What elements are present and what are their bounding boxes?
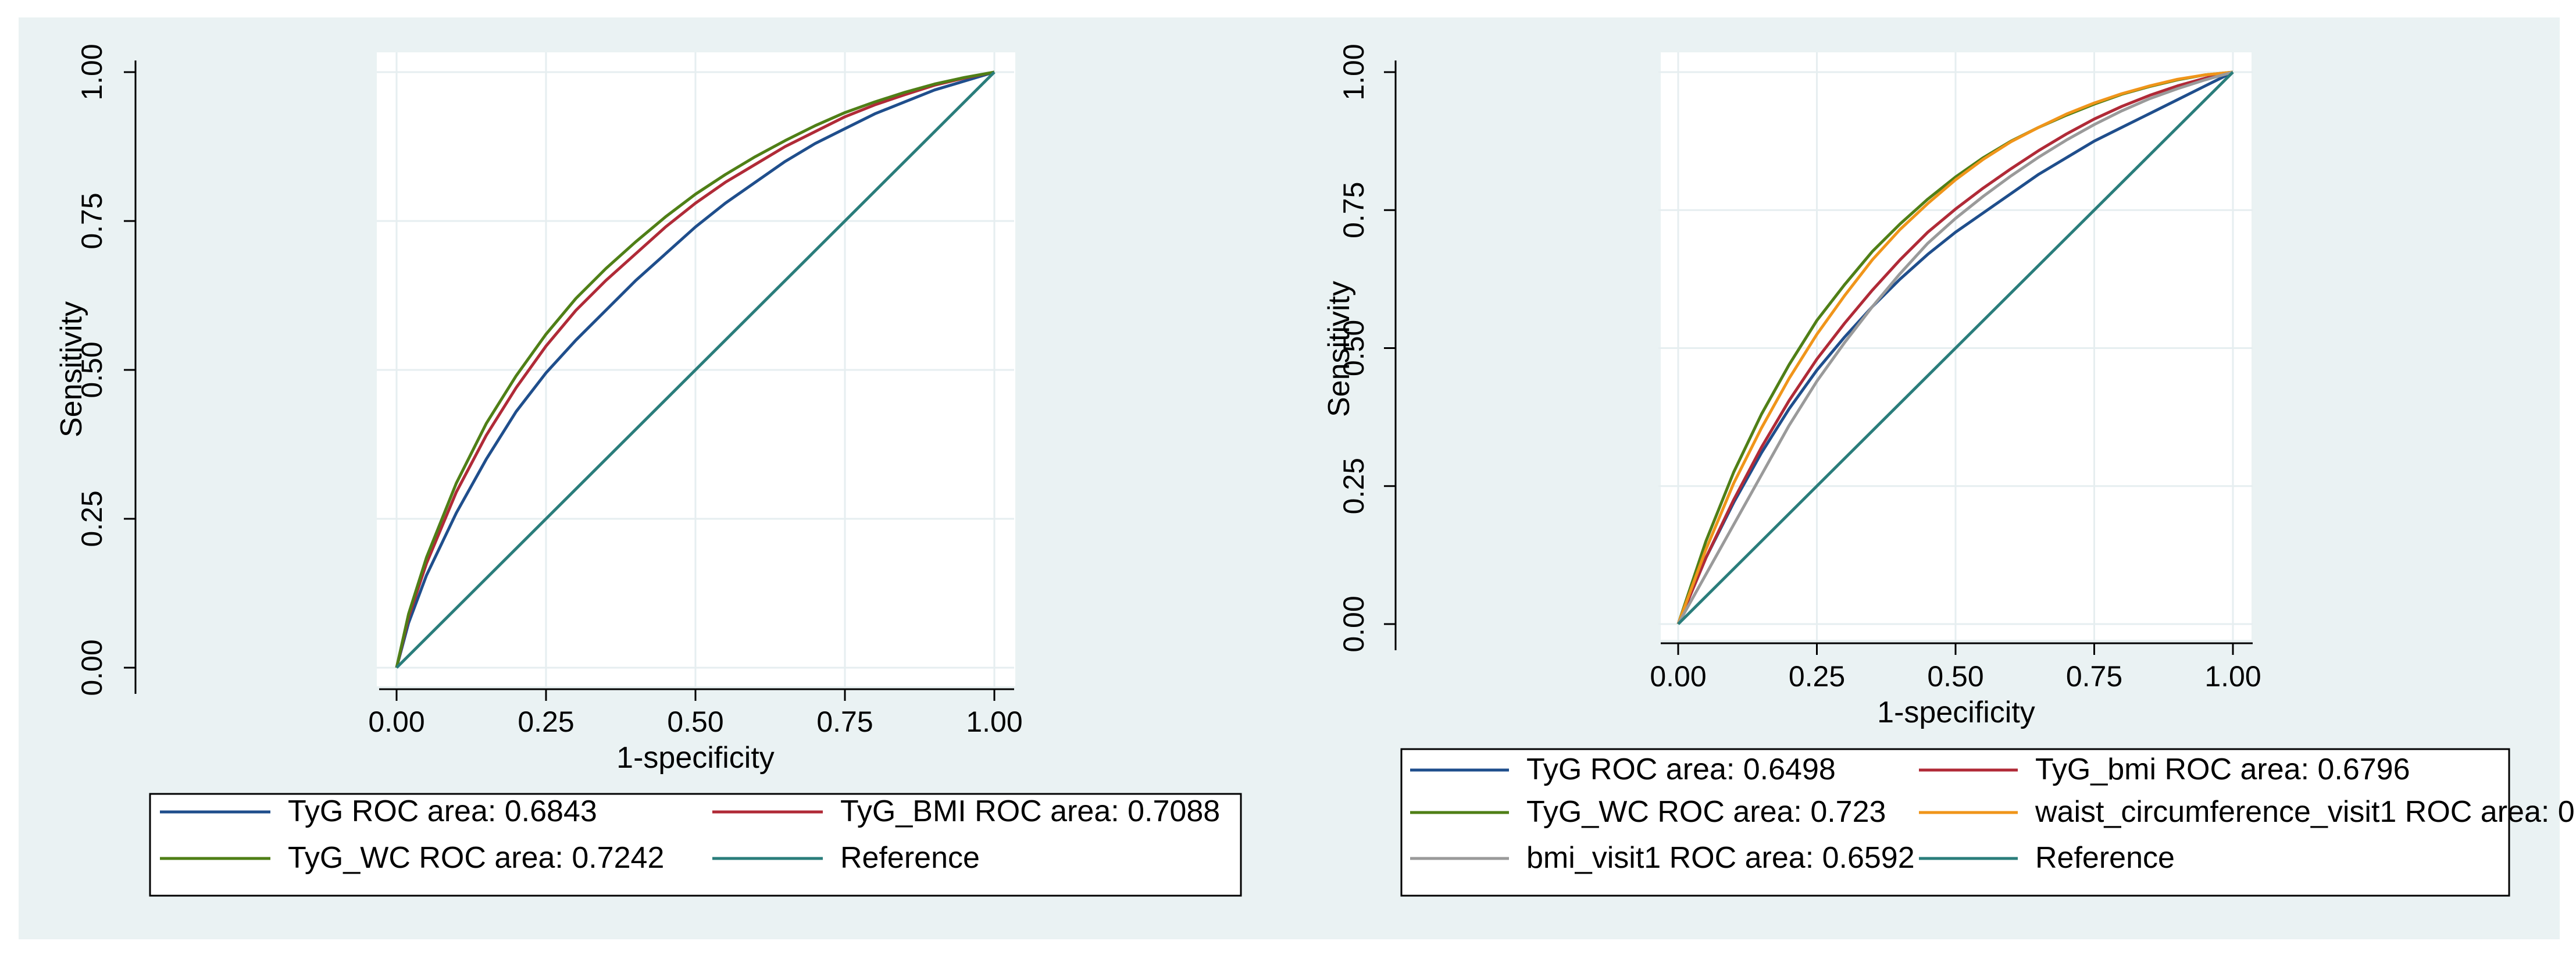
legend-entry: TyG ROC area: 0.6498 <box>1526 753 1836 786</box>
series-line-tyg-wc <box>395 70 995 668</box>
legend-entry: Reference <box>2035 841 2175 875</box>
y-axis-title: Sensitivity <box>55 301 88 437</box>
x-axis: 0.00 0.25 0.50 0.75 1.00 <box>368 688 1023 738</box>
x-tick-label: 0.25 <box>1789 660 1845 693</box>
y-tick-label: 0.00 <box>76 639 108 696</box>
y-tick-label: 0.50 <box>1337 320 1370 376</box>
series-line-bmi-visit1 <box>1676 70 2234 625</box>
legend: TyG ROC area: 0.6498 TyG_bmi ROC area: 0.… <box>1400 748 2575 897</box>
y-tick-label: 0.50 <box>76 341 108 398</box>
y-axis: 0.00 0.25 0.50 0.75 1.00 <box>1337 44 1397 653</box>
series-lines <box>395 70 996 669</box>
legend-box <box>149 793 1242 897</box>
x-tick-label: 0.50 <box>1927 660 1983 693</box>
chart-right: 0.00 0.25 0.50 0.75 1.00 0.00 0.25 0.50 0.75 1.0… <box>1322 44 2575 897</box>
grid-lines <box>1658 52 2253 644</box>
legend-entry: TyG_WC ROC area: 0.723 <box>1526 795 1886 829</box>
legend-entry: TyG_BMI ROC area: 0.7088 <box>840 794 1220 828</box>
x-tick-label: 0.00 <box>1650 660 1706 693</box>
x-tick-label: 0.50 <box>667 705 723 738</box>
series-line-tyg <box>1676 70 2234 625</box>
grid-lines <box>377 52 1014 687</box>
legend-entry: bmi_visit1 ROC area: 0.6592 <box>1526 841 1915 875</box>
series-line-waist-circumference-visit1 <box>1676 70 2234 625</box>
y-tick-label: 0.75 <box>76 193 108 249</box>
y-tick-label: 0.25 <box>1337 458 1370 514</box>
series-line-tyg <box>395 70 995 668</box>
series-lines <box>1676 70 2234 625</box>
x-tick-label: 0.75 <box>2066 660 2122 693</box>
x-axis: 0.00 0.25 0.50 0.75 1.00 <box>1650 642 2261 693</box>
x-tick-label: 1.00 <box>966 705 1022 738</box>
x-tick-label: 0.75 <box>816 705 873 738</box>
y-tick-label: 0.00 <box>1337 596 1370 652</box>
legend-entry: TyG ROC area: 0.6843 <box>288 794 597 828</box>
chart-left: 0.00 0.25 0.50 0.75 1.00 0.00 0.25 0.50 0.75 1.0… <box>55 44 1242 897</box>
series-line-tyg-bmi <box>395 70 995 668</box>
series-line-tyg-bmi <box>1676 70 2234 625</box>
x-tick-label: 0.00 <box>368 705 424 738</box>
series-line-reference <box>1677 71 2234 625</box>
y-tick-label: 1.00 <box>76 44 108 100</box>
legend-entry: TyG_bmi ROC area: 0.6796 <box>2035 753 2410 786</box>
legend-entry: waist_circumference_visit1 ROC area: 0 <box>2035 795 2575 829</box>
legend-entry: Reference <box>840 841 980 875</box>
y-axis: 0.00 0.25 0.50 0.75 1.00 <box>76 44 137 696</box>
y-tick-label: 0.75 <box>1337 182 1370 238</box>
series-line-reference <box>395 71 996 669</box>
legend: TyG ROC area: 0.6843 TyG_BMI ROC area: 0.… <box>149 793 1242 897</box>
x-axis-title: 1-specificity <box>616 741 775 775</box>
y-axis-title: Sensitivity <box>1322 281 1356 417</box>
legend-entry: TyG_WC ROC area: 0.7242 <box>288 841 664 875</box>
y-tick-label: 1.00 <box>1337 44 1370 100</box>
y-tick-label: 0.25 <box>76 490 108 547</box>
x-axis-title: 1-specificity <box>1877 696 2035 729</box>
x-tick-label: 0.25 <box>518 705 574 738</box>
legend-box <box>1400 748 2510 897</box>
x-tick-label: 1.00 <box>2204 660 2261 693</box>
